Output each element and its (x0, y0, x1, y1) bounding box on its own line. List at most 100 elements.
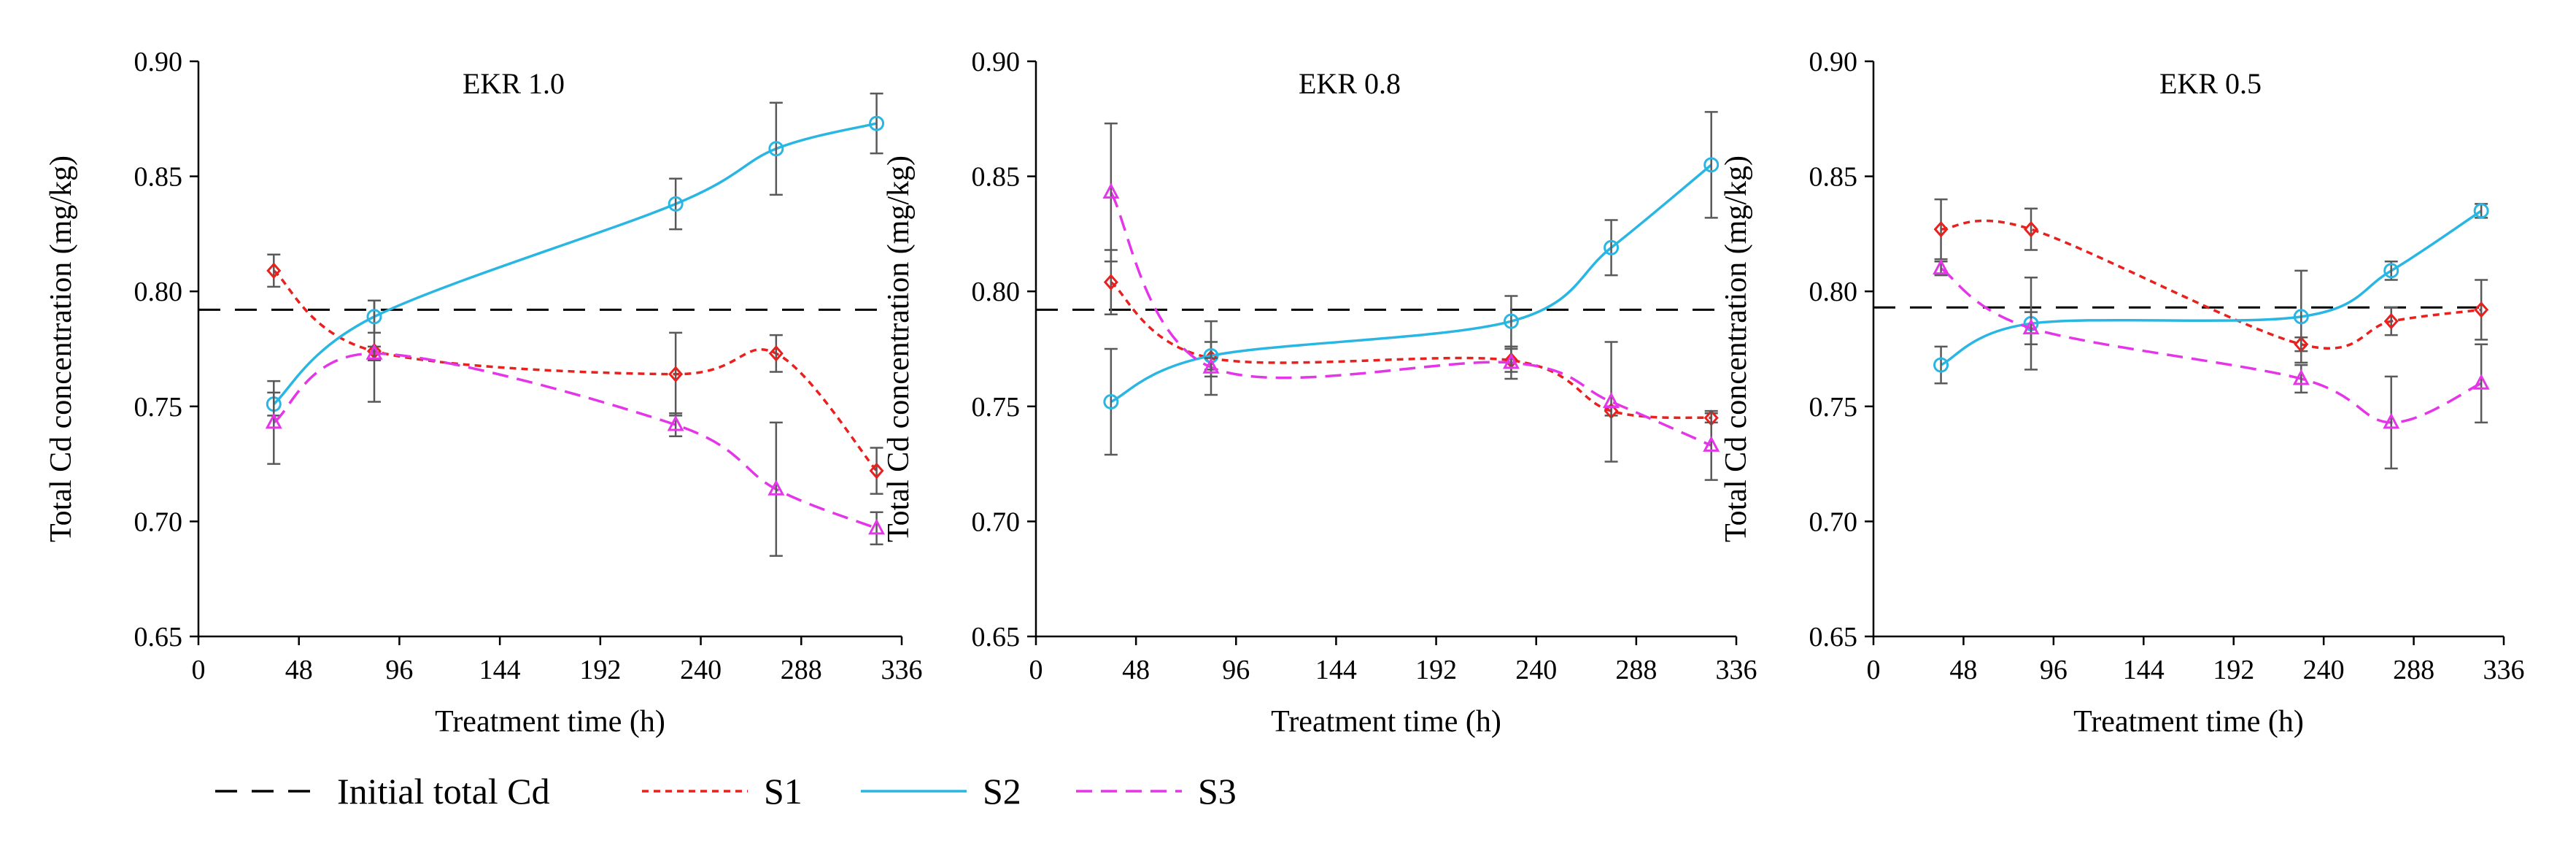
data-point-s2 (768, 141, 784, 157)
x-tick-label: 96 (385, 655, 413, 685)
y-tick-label: 0.65 (972, 622, 1021, 653)
data-point-s3 (2383, 412, 2400, 429)
data-point-s2 (1103, 393, 1119, 409)
series-s3 (1102, 122, 1720, 481)
data-point-s2 (1604, 239, 1620, 255)
panel-1: 0.65 0.70 0.75 0.80 0.85 0.90 0 48 96 144 192 240 28… (45, 47, 923, 739)
x-tick-label: 96 (1222, 655, 1250, 685)
data-point-s2 (1503, 313, 1519, 329)
x-tick-label: 192 (2213, 655, 2254, 685)
y-axis-title: Total Cd concentration (mg/kg) (45, 155, 78, 542)
y-tick-label: 0.70 (134, 507, 183, 537)
data-point-s3 (2292, 369, 2310, 385)
legend-label-s3: S3 (1198, 771, 1237, 812)
legend-label-initial: Initial total Cd (337, 771, 550, 812)
x-tick-label: 144 (479, 655, 521, 685)
data-point-s3 (1703, 436, 1720, 452)
x-axis-title: Treatment time (h) (2073, 705, 2304, 739)
data-point-s2 (2293, 309, 2309, 325)
data-point-s1 (1933, 220, 1949, 238)
panel-title: EKR 0.5 (2159, 67, 2262, 100)
x-tick-label: 336 (1716, 655, 1757, 685)
data-point-s1 (1103, 274, 1118, 290)
series-line-s2 (1940, 209, 2483, 366)
data-point-s3 (667, 415, 684, 431)
data-point-s3 (1202, 358, 1220, 374)
y-tick-label: 0.65 (134, 622, 183, 653)
x-tick-label: 336 (881, 655, 923, 685)
series-line-s1 (273, 269, 878, 472)
x-tick-label: 0 (1867, 655, 1881, 685)
data-point-s2 (668, 196, 684, 212)
data-point-s2 (869, 115, 885, 131)
x-tick-label: 192 (1415, 655, 1457, 685)
data-point-s1 (2474, 301, 2489, 318)
data-point-s2 (1703, 157, 1720, 173)
panel-2: 0.65 0.70 0.75 0.80 0.85 0.90 0 48 96 144 192 240 28… (882, 47, 1757, 739)
x-tick-label: 144 (2123, 655, 2165, 685)
x-tick-label: 336 (2483, 655, 2525, 685)
panel-title: EKR 0.8 (1299, 67, 1401, 100)
x-tick-label: 48 (1949, 655, 1977, 685)
x-axis-title: Treatment time (h) (435, 705, 665, 739)
series-s3 (1933, 258, 2490, 470)
data-point-s3 (365, 344, 383, 360)
y-tick-label: 0.70 (1809, 507, 1858, 537)
y-tick-label: 0.90 (1809, 47, 1858, 77)
data-point-s2 (2383, 263, 2399, 279)
data-point-s3 (767, 480, 785, 496)
panel-title: EKR 1.0 (463, 67, 565, 100)
y-tick-label: 0.90 (972, 47, 1021, 77)
series-line-s2 (1110, 163, 1712, 404)
x-tick-label: 288 (1615, 655, 1657, 685)
data-point-s2 (2473, 203, 2489, 219)
x-tick-label: 144 (1315, 655, 1357, 685)
series-s3 (265, 344, 886, 557)
data-point-s1 (266, 262, 282, 280)
series-s1 (266, 253, 884, 495)
legend-label-s2: S2 (983, 771, 1021, 812)
y-tick-label: 0.70 (972, 507, 1021, 537)
data-point-s2 (366, 309, 382, 325)
x-tick-label: 240 (2303, 655, 2345, 685)
y-tick-label: 0.75 (972, 392, 1021, 423)
y-axis-title: Total Cd concentration (mg/kg) (1720, 155, 1753, 542)
series-line-s1 (1110, 281, 1711, 420)
data-point-s3 (1933, 258, 1950, 275)
series-s2 (1103, 111, 1720, 456)
x-tick-label: 48 (1122, 655, 1150, 685)
series-s1 (1933, 198, 2489, 353)
x-tick-label: 288 (781, 655, 822, 685)
series-s2 (1933, 203, 2489, 385)
x-tick-label: 0 (1029, 655, 1043, 685)
y-tick-label: 0.80 (134, 277, 183, 307)
data-point-s3 (1502, 353, 1520, 369)
y-tick-label: 0.65 (1809, 622, 1858, 653)
data-point-s1 (2383, 312, 2399, 330)
x-tick-label: 288 (2393, 655, 2434, 685)
data-point-s3 (2022, 318, 2040, 335)
series-line-s3 (1940, 267, 2482, 424)
data-point-s2 (1933, 357, 1949, 373)
y-tick-label: 0.85 (972, 162, 1021, 193)
y-tick-label: 0.85 (134, 162, 183, 193)
y-axis-title: Total Cd concentration (mg/kg) (882, 155, 916, 542)
data-point-s3 (1102, 182, 1120, 199)
data-point-s3 (2472, 374, 2490, 390)
series-s2 (266, 92, 885, 417)
y-tick-label: 0.75 (1809, 392, 1858, 423)
x-tick-label: 48 (285, 655, 313, 685)
data-point-s1 (668, 366, 684, 382)
y-tick-label: 0.75 (134, 392, 183, 423)
series-line-s1 (1941, 219, 2482, 350)
data-point-s3 (265, 412, 282, 429)
panel-3: 0.65 0.70 0.75 0.80 0.85 0.90 0 48 96 144 192 240 28… (1720, 47, 2525, 739)
data-point-s1 (2023, 220, 2039, 238)
x-tick-label: 0 (192, 655, 206, 685)
data-point-s1 (768, 345, 784, 362)
x-tick-label: 96 (2040, 655, 2068, 685)
data-point-s3 (868, 518, 886, 535)
series-s1 (1103, 249, 1719, 426)
